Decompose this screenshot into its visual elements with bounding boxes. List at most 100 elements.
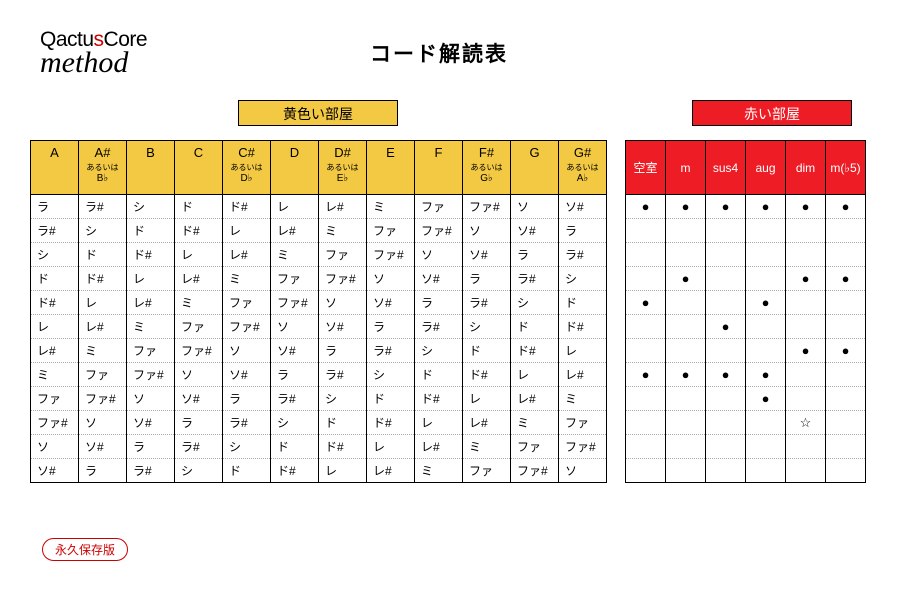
table-row: シドド#レレ#ミファファ#ソソ#ララ# bbox=[31, 243, 607, 267]
note-cell: ラ bbox=[79, 459, 127, 483]
marker-cell: ● bbox=[786, 267, 826, 291]
note-cell: ソ bbox=[79, 411, 127, 435]
marker-cell: ● bbox=[626, 291, 666, 315]
red-header: aug bbox=[746, 141, 786, 195]
marker-cell bbox=[786, 363, 826, 387]
yellow-header: A bbox=[31, 141, 79, 195]
note-cell: ファ bbox=[319, 243, 367, 267]
note-cell: ソ# bbox=[463, 243, 511, 267]
yellow-header: D bbox=[271, 141, 319, 195]
note-cell: シ bbox=[175, 459, 223, 483]
marker-cell bbox=[826, 243, 866, 267]
note-cell: ミ bbox=[31, 363, 79, 387]
marker-cell: ● bbox=[746, 291, 786, 315]
note-cell: シ bbox=[271, 411, 319, 435]
note-cell: ラ bbox=[511, 243, 559, 267]
note-cell: ド bbox=[223, 459, 271, 483]
red-room-label: 赤い部屋 bbox=[692, 100, 852, 126]
marker-cell bbox=[746, 243, 786, 267]
note-cell: ド# bbox=[175, 219, 223, 243]
note-cell: レ# bbox=[271, 219, 319, 243]
marker-cell bbox=[786, 459, 826, 483]
note-cell: ド# bbox=[367, 411, 415, 435]
note-cell: ラ# bbox=[175, 435, 223, 459]
marker-cell: ● bbox=[626, 363, 666, 387]
table-row bbox=[626, 459, 866, 483]
marker-cell: ● bbox=[746, 363, 786, 387]
note-cell: ラ# bbox=[271, 387, 319, 411]
note-cell: シ bbox=[127, 195, 175, 219]
note-cell: ラ# bbox=[79, 195, 127, 219]
note-cell: シ bbox=[463, 315, 511, 339]
marker-cell: ● bbox=[706, 363, 746, 387]
note-cell: ソ# bbox=[367, 291, 415, 315]
marker-cell bbox=[666, 435, 706, 459]
note-cell: ファ bbox=[127, 339, 175, 363]
note-cell: ファ bbox=[559, 411, 607, 435]
note-cell: ミ bbox=[319, 219, 367, 243]
note-cell: ソ bbox=[127, 387, 175, 411]
table-row: ファファ#ソソ#ララ#シドド#レレ#ミ bbox=[31, 387, 607, 411]
note-cell: レ bbox=[127, 267, 175, 291]
red-header: 空室 bbox=[626, 141, 666, 195]
note-cell: ミ bbox=[367, 195, 415, 219]
note-cell: ラ# bbox=[367, 339, 415, 363]
note-cell: ラ# bbox=[559, 243, 607, 267]
note-cell: ミ bbox=[511, 411, 559, 435]
marker-cell: ● bbox=[746, 195, 786, 219]
note-cell: レ# bbox=[559, 363, 607, 387]
note-cell: ラ# bbox=[463, 291, 511, 315]
table-row: ●●●● bbox=[626, 363, 866, 387]
note-cell: ファ# bbox=[367, 243, 415, 267]
marker-cell bbox=[666, 315, 706, 339]
note-cell: ソ bbox=[31, 435, 79, 459]
note-cell: ラ bbox=[463, 267, 511, 291]
note-cell: ミ bbox=[271, 243, 319, 267]
note-cell: ファ bbox=[367, 219, 415, 243]
yellow-room-label: 黄色い部屋 bbox=[238, 100, 398, 126]
marker-cell: ● bbox=[626, 195, 666, 219]
yellow-header: F bbox=[415, 141, 463, 195]
table-row bbox=[626, 243, 866, 267]
marker-cell bbox=[786, 243, 826, 267]
marker-cell: ● bbox=[746, 387, 786, 411]
marker-cell bbox=[666, 459, 706, 483]
marker-cell: ● bbox=[826, 339, 866, 363]
red-header: sus4 bbox=[706, 141, 746, 195]
table-row: ララ#シドド#レレ#ミファファ#ソソ# bbox=[31, 195, 607, 219]
note-cell: ファ bbox=[415, 195, 463, 219]
marker-cell bbox=[626, 459, 666, 483]
note-cell: レ bbox=[319, 459, 367, 483]
marker-cell bbox=[706, 339, 746, 363]
marker-cell bbox=[746, 459, 786, 483]
note-cell: ド# bbox=[319, 435, 367, 459]
note-cell: シ bbox=[559, 267, 607, 291]
badge-permanent: 永久保存版 bbox=[42, 538, 128, 561]
note-cell: ソ bbox=[223, 339, 271, 363]
table-row: ファ#ソソ#ララ#シドド#レレ#ミファ bbox=[31, 411, 607, 435]
marker-cell bbox=[706, 435, 746, 459]
note-cell: ド bbox=[559, 291, 607, 315]
note-cell: ド# bbox=[31, 291, 79, 315]
note-cell: ド# bbox=[79, 267, 127, 291]
marker-cell bbox=[786, 219, 826, 243]
marker-cell bbox=[626, 315, 666, 339]
note-cell: ファ bbox=[79, 363, 127, 387]
note-cell: ド bbox=[175, 195, 223, 219]
marker-cell bbox=[826, 363, 866, 387]
marker-cell: ● bbox=[666, 363, 706, 387]
note-cell: ファ# bbox=[415, 219, 463, 243]
marker-cell: ● bbox=[666, 195, 706, 219]
marker-cell bbox=[626, 387, 666, 411]
note-cell: レ# bbox=[175, 267, 223, 291]
yellow-header: F#あるいはG♭ bbox=[463, 141, 511, 195]
marker-cell bbox=[706, 291, 746, 315]
note-cell: ド# bbox=[271, 459, 319, 483]
marker-cell bbox=[746, 219, 786, 243]
note-cell: ミ bbox=[559, 387, 607, 411]
note-cell: レ# bbox=[463, 411, 511, 435]
tables-container: AA#あるいはB♭BCC#あるいはD♭DD#あるいはE♭EFF#あるいはG♭GG… bbox=[30, 140, 866, 483]
note-cell: レ bbox=[415, 411, 463, 435]
marker-cell bbox=[706, 267, 746, 291]
note-cell: ソ bbox=[271, 315, 319, 339]
